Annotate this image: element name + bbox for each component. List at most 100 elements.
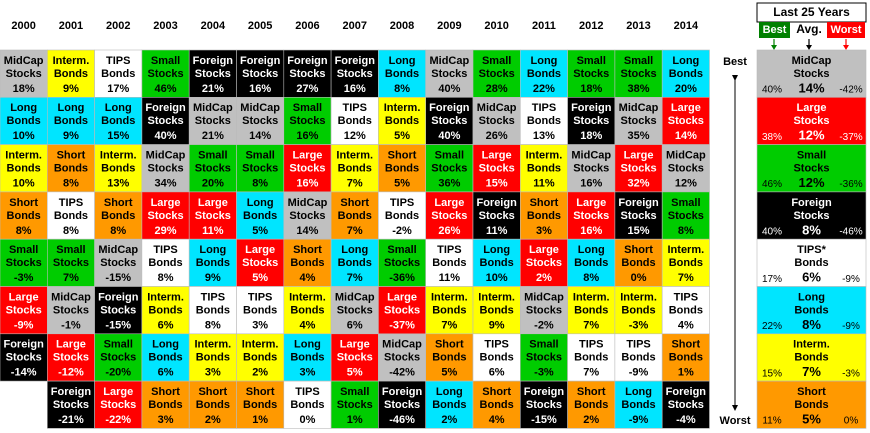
asset-name: Stocks [668,163,704,175]
asset-name: Bonds [385,115,419,127]
asset-name: Bonds [54,163,88,175]
asset-name: TIPS [484,339,508,351]
best-value: 38% [762,132,782,143]
best-label: Best [723,56,747,68]
asset-name: Interm. [5,150,42,162]
return-cell [425,286,474,335]
asset-name: Bonds [101,210,135,222]
return-cell [236,238,285,287]
return-value: 7% [678,272,694,284]
return-value: -2% [392,225,412,237]
asset-name: Long [10,102,37,114]
return-cell [236,144,285,193]
asset-name: Stocks [6,257,42,269]
asset-name: Stocks [195,210,231,222]
summary-cell [756,191,867,240]
asset-name: Small [151,55,180,67]
return-cell [614,238,663,287]
asset-name: Stocks [793,163,829,175]
asset-name: Stocks [526,304,562,316]
asset-name: Bonds [290,304,324,316]
asset-name: TIPS [248,291,272,303]
asset-name: Stocks [289,163,325,175]
asset-name: Stocks [573,115,609,127]
asset-name: Stocks [242,163,278,175]
asset-name: Bonds [196,304,230,316]
asset-name: Short [340,197,369,209]
return-value: 8% [394,83,410,95]
asset-name: Bonds [243,210,277,222]
asset-name: Foreign [618,197,659,209]
asset-name: Interm. [384,102,421,114]
asset-name: Foreign [240,55,281,67]
asset-name: Foreign [98,291,139,303]
asset-name: Bonds [196,399,230,411]
return-cell [236,333,285,382]
return-value: 29% [155,225,177,237]
asset-name: Large [671,102,701,114]
asset-name: Long [105,102,132,114]
asset-name: Bonds [148,304,182,316]
asset-name: Interm. [526,150,563,162]
worst-value: -9% [842,274,860,285]
return-cell [472,97,521,145]
return-value: -3% [629,319,649,331]
return-value: 2% [583,414,599,426]
year-label: 2005 [248,20,272,32]
return-value: -21% [58,414,84,426]
return-cell [0,144,48,193]
return-cell [519,238,568,287]
asset-name: Stocks [431,115,467,127]
return-value: -15% [531,414,557,426]
asset-name: Bonds [7,115,41,127]
asset-name: Small [482,55,511,67]
return-cell [94,380,143,429]
asset-name: Bonds [527,68,561,80]
asset-name: Short [104,197,133,209]
return-cell [378,333,426,382]
return-value: 35% [628,130,650,142]
return-value: 6% [347,319,363,331]
asset-name: Short [198,386,227,398]
asset-name: Stocks [793,210,829,222]
asset-name: Stocks [100,304,136,316]
avg-value: 6% [802,270,821,285]
asset-name: MidCap [477,102,517,114]
return-value: 5% [347,367,363,379]
asset-name: Stocks [431,163,467,175]
return-cell [330,286,379,335]
return-value: 20% [202,178,224,190]
return-value: 0% [631,272,647,284]
asset-name: MidCap [146,150,186,162]
asset-name: Stocks [668,115,704,127]
return-cell [188,286,237,335]
asset-name: Stocks [526,257,562,269]
return-value: -9% [14,319,34,331]
return-value: 2% [441,414,457,426]
asset-name: Stocks [53,257,89,269]
return-cell [94,191,143,240]
asset-name: Short [151,386,180,398]
return-cell [425,97,474,145]
asset-name: Small [9,244,38,256]
return-cell [283,97,332,145]
asset-name: Stocks [148,210,184,222]
return-cell [425,144,474,193]
asset-name: Stocks [100,399,136,411]
asset-name: Small [387,244,416,256]
return-cell [378,97,426,145]
asset-name: Bonds [196,352,230,364]
return-cell [472,191,521,240]
return-value: 5% [252,225,268,237]
return-cell [330,238,379,287]
return-value: 3% [158,414,174,426]
return-value: 6% [158,367,174,379]
asset-name: MidCap [382,339,422,351]
asset-name: Stocks [573,163,609,175]
best-value: 15% [762,368,782,379]
asset-name: Foreign [791,197,832,209]
asset-name: TIPS* [797,244,826,256]
asset-name: Stocks [384,257,420,269]
asset-name: TIPS [153,244,177,256]
worst-value: -42% [839,85,862,96]
